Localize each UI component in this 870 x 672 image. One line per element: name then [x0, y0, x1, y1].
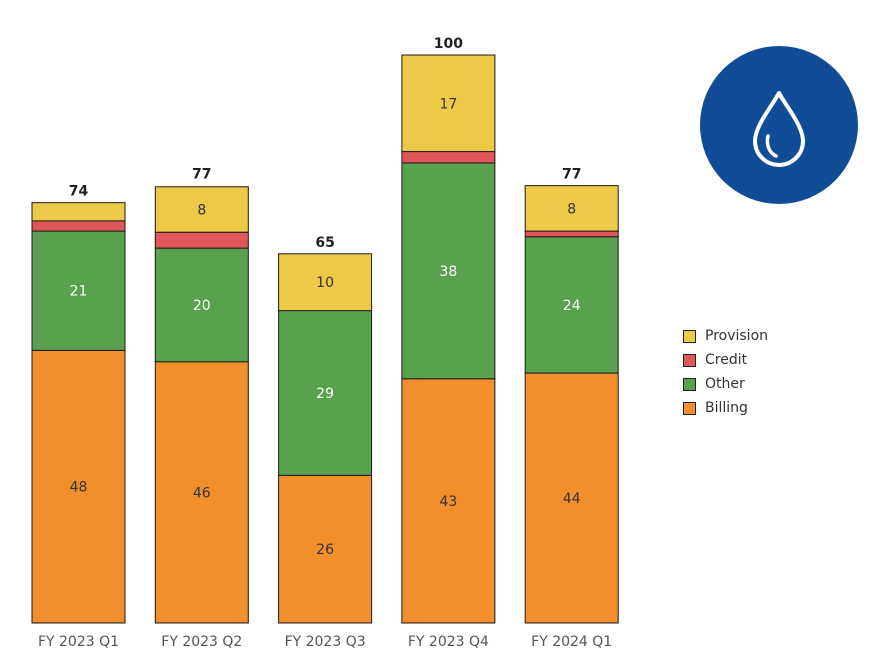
legend-item-other: Other — [683, 372, 768, 396]
bar-segment-credit-fy-2023-q2 — [154, 231, 249, 249]
total-label-fy-2023-q1: 74 — [69, 184, 89, 200]
bar-segment-credit-fy-2024-q1 — [524, 230, 619, 238]
bar-segment-provision-fy-2023-q2 — [154, 186, 249, 233]
data-label-other-fy-2023-q4: 38 — [439, 264, 457, 280]
bar-segment-provision-fy-2023-q4 — [401, 54, 496, 153]
legend-label-provision: Provision — [705, 328, 769, 344]
bar-segment-other-fy-2024-q1 — [524, 236, 619, 374]
bar-segment-other-fy-2023-q2 — [154, 247, 249, 363]
bar-segment-other-fy-2023-q3 — [278, 310, 373, 476]
data-label-other-fy-2023-q3: 29 — [316, 386, 334, 402]
bar-segment-other-fy-2023-q1 — [31, 230, 126, 351]
total-label-fy-2023-q3: 65 — [315, 235, 334, 251]
legend-swatch-provision — [683, 329, 696, 343]
bar-segment-billing-fy-2023-q1 — [31, 349, 126, 624]
data-label-provision-fy-2023-q4: 17 — [439, 96, 457, 112]
water-badge — [700, 46, 858, 204]
total-label-fy-2023-q2: 77 — [192, 167, 211, 183]
data-label-other-fy-2023-q2: 20 — [193, 298, 211, 314]
bar-segment-provision-fy-2023-q3 — [278, 253, 373, 312]
bar-segment-billing-fy-2023-q3 — [278, 474, 373, 624]
legend-label-other: Other — [705, 376, 745, 392]
legend-label-billing: Billing — [705, 400, 748, 416]
data-label-other-fy-2024-q1: 24 — [563, 298, 581, 314]
data-label-billing-fy-2023-q1: 48 — [70, 480, 88, 496]
data-label-billing-fy-2023-q3: 26 — [316, 542, 334, 558]
legend-swatch-credit — [683, 353, 696, 367]
bar-segment-other-fy-2023-q4 — [401, 162, 496, 380]
data-label-billing-fy-2024-q1: 44 — [563, 491, 581, 507]
legend-item-provision: Provision — [683, 324, 768, 348]
data-label-other-fy-2023-q1: 21 — [70, 284, 88, 300]
total-label-fy-2024-q1: 77 — [562, 167, 581, 183]
bar-segment-provision-fy-2023-q1 — [31, 202, 126, 222]
legend-swatch-other — [683, 377, 696, 391]
legend: Provision Credit Other Billing — [683, 324, 768, 420]
legend-item-credit: Credit — [683, 348, 768, 372]
bar-segment-provision-fy-2024-q1 — [524, 185, 619, 232]
water-drop-icon — [700, 46, 858, 204]
data-label-billing-fy-2023-q4: 43 — [439, 494, 457, 510]
total-label-fy-2023-q4: 100 — [434, 36, 463, 52]
data-label-provision-fy-2023-q3: 10 — [316, 275, 334, 291]
x-tick-label-fy-2023-q2: FY 2023 Q2 — [161, 634, 242, 650]
bar-segment-credit-fy-2023-q1 — [31, 220, 126, 232]
bar-segment-billing-fy-2024-q1 — [524, 372, 619, 624]
bar-segment-credit-fy-2023-q4 — [401, 151, 496, 164]
legend-label-credit: Credit — [705, 352, 748, 368]
data-label-provision-fy-2023-q2: 8 — [197, 202, 206, 218]
x-tick-label-fy-2024-q1: FY 2024 Q1 — [531, 634, 612, 650]
stacked-bar-chart: 48 21 74 FY 2023 Q1 46 20 8 77 FY 2023 Q2 26 29 10 6… — [31, 36, 619, 650]
data-label-billing-fy-2023-q2: 46 — [193, 485, 211, 501]
data-label-provision-fy-2024-q1: 8 — [567, 201, 576, 217]
x-tick-label-fy-2023-q4: FY 2023 Q4 — [408, 634, 489, 650]
legend-item-billing: Billing — [683, 396, 768, 420]
x-tick-label-fy-2023-q3: FY 2023 Q3 — [285, 634, 366, 650]
x-tick-label-fy-2023-q1: FY 2023 Q1 — [38, 634, 119, 650]
bar-segment-billing-fy-2023-q4 — [401, 378, 496, 624]
legend-swatch-billing — [683, 401, 696, 415]
